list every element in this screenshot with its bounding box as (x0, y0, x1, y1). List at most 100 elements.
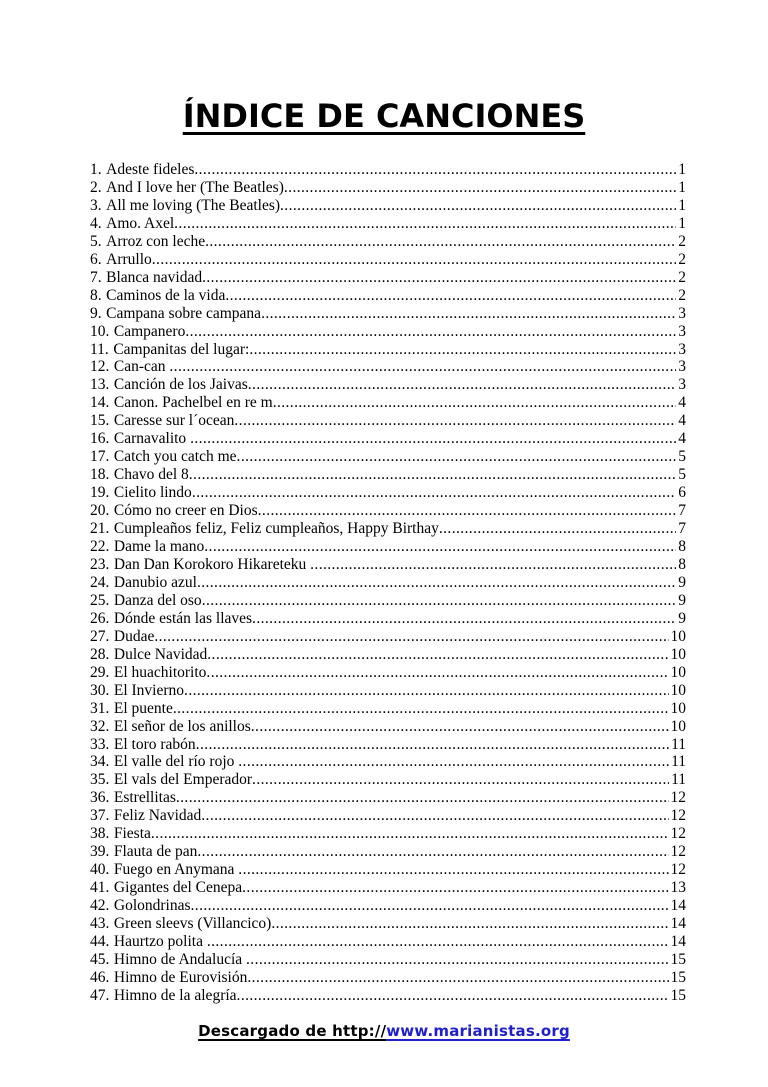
toc-entry: 40. Fuego en Anymana 12 (90, 861, 686, 879)
toc-entry-page: 9 (678, 573, 686, 591)
toc-dot-leader (152, 251, 676, 269)
toc-entry-page: 8 (678, 538, 686, 556)
toc-entry-number: 36. (90, 789, 110, 807)
toc-entry-title: Catch you catch me (113, 448, 237, 466)
toc-entry-title: Dame la mano (113, 538, 205, 556)
toc-entry-number: 12. (90, 358, 110, 376)
toc-dot-leader (174, 215, 676, 233)
toc-dot-leader (176, 789, 669, 807)
toc-entry-number: 28. (90, 645, 110, 663)
toc-entry-number: 46. (90, 968, 110, 986)
toc-entry: 11. Campanitas del lugar: 3 (90, 341, 686, 359)
toc-entry: 23. Dan Dan Korokoro Hikareteku 8 (90, 556, 686, 574)
toc-entry-number: 32. (90, 717, 110, 735)
toc-entry-title: El vals del Emperador (113, 771, 253, 789)
toc-entry-number: 10. (90, 322, 110, 340)
toc-entry-title: Caresse sur l´ocean (113, 412, 235, 430)
toc-entry-number: 1. (90, 161, 102, 178)
toc-entry-page: 5 (678, 448, 686, 466)
toc-entry-number: 17. (90, 448, 110, 466)
toc-dot-leader (237, 448, 677, 466)
toc-entry-page: 3 (678, 322, 686, 340)
toc-entry: 15. Caresse sur l´ocean 4 (90, 412, 686, 430)
toc-dot-leader (310, 556, 676, 574)
toc-entry-title: Danza del oso (113, 591, 202, 609)
toc-dot-leader (252, 771, 669, 789)
toc-entry-title: Chavo del 8 (113, 466, 189, 484)
toc-entry-page: 10 (670, 663, 687, 681)
toc-entry: 38. Fiesta 12 (90, 825, 686, 843)
toc-entry-number: 35. (90, 771, 110, 789)
toc-entry-title: Cómo no creer en Dios (113, 502, 258, 520)
toc-entry: 13. Canción de los Jaivas 3 (90, 376, 686, 394)
toc-entry-title: Fiesta (113, 825, 151, 843)
toc-entry-title: Cumpleaños feliz, Feliz cumpleaños, Happ… (113, 520, 439, 538)
toc-entry: 18. Chavo del 8 5 (90, 466, 686, 484)
toc-dot-leader (194, 161, 676, 179)
toc-entry-page: 3 (678, 358, 686, 376)
toc-entry: 44. Haurtzo polita 14 (90, 933, 686, 951)
toc-entry-title: Himno de Eurovisión (113, 968, 248, 986)
toc-entry-title: Haurtzo polita (113, 932, 207, 950)
toc-entry-page: 3 (678, 304, 686, 322)
toc-dot-leader (238, 753, 669, 771)
toc-entry-page: 11 (671, 771, 686, 789)
toc-entry-page: 14 (670, 897, 687, 915)
toc-dot-leader (204, 538, 676, 556)
toc-entry-page: 10 (670, 717, 687, 735)
toc-entry-number: 5. (90, 232, 102, 250)
toc-entry: 7. Blanca navidad 2 (90, 269, 686, 287)
toc-entry: 31. El puente 10 (90, 700, 686, 718)
toc-entry: 35. El vals del Emperador 11 (90, 771, 686, 789)
toc-entry-title: Can-can (113, 358, 170, 376)
toc-dot-leader (190, 430, 676, 448)
toc-entry-title: Dudae (113, 627, 155, 645)
toc-dot-leader (258, 502, 677, 520)
toc-entry-page: 7 (678, 520, 686, 538)
toc-entry: 9. Campana sobre campana 3 (90, 305, 686, 323)
toc-entry-title: Arrullo (106, 250, 152, 268)
toc-entry-page: 15 (670, 986, 687, 1004)
toc-entry: 24. Danubio azul 9 (90, 574, 686, 592)
toc-entry: 20. Cómo no creer en Dios 7 (90, 502, 686, 520)
toc-dot-leader (271, 915, 668, 933)
toc-dot-leader (154, 628, 668, 646)
toc-entry-number: 41. (90, 879, 110, 897)
toc-dot-leader (246, 951, 668, 969)
toc-dot-leader (248, 376, 676, 394)
page-title: ÍNDICE DE CANCIONES (182, 97, 586, 135)
toc-entry-number: 23. (90, 555, 110, 573)
toc-entry-page: 3 (678, 376, 686, 394)
toc-entry-number: 8. (90, 286, 102, 304)
toc-entry-title: El toro rabón (113, 735, 196, 753)
toc-entry-page: 1 (678, 161, 686, 178)
toc-entry-title: El valle del río rojo (113, 753, 239, 771)
toc-dot-leader (201, 807, 668, 825)
toc-entry-page: 1 (678, 178, 686, 196)
toc-entry-number: 43. (90, 915, 110, 933)
toc-entry: 30. El Invierno 10 (90, 682, 686, 700)
toc-entry-page: 5 (678, 466, 686, 484)
toc-entry-number: 40. (90, 861, 110, 879)
toc-entry: 42. Golondrinas 14 (90, 897, 686, 915)
toc-entry-page: 10 (670, 681, 687, 699)
toc-entry-number: 44. (90, 932, 110, 950)
toc-entry-page: 11 (671, 735, 686, 753)
toc-dot-leader (439, 520, 676, 538)
footer-link[interactable]: www.marianistas.org (386, 1022, 570, 1040)
toc-entry-title: Amo. Axel (106, 214, 175, 232)
toc-entry-title: Dónde están las llaves (113, 609, 253, 627)
toc-entry-number: 45. (90, 950, 110, 968)
toc-dot-leader (192, 484, 676, 502)
toc-entry-number: 21. (90, 520, 110, 538)
toc-entry: 22. Dame la mano 8 (90, 538, 686, 556)
toc-entry: 28. Dulce Navidad 10 (90, 646, 686, 664)
toc-entry-page: 2 (678, 268, 686, 286)
toc-entry-number: 7. (90, 268, 102, 286)
toc-entry-page: 8 (678, 555, 686, 573)
toc-dot-leader (261, 305, 676, 323)
toc-entry-page: 9 (678, 609, 686, 627)
toc-entry-title: Dulce Navidad (113, 645, 208, 663)
toc-entry-title: Golondrinas (113, 897, 191, 915)
toc-entry: 8. Caminos de la vida 2 (90, 287, 686, 305)
